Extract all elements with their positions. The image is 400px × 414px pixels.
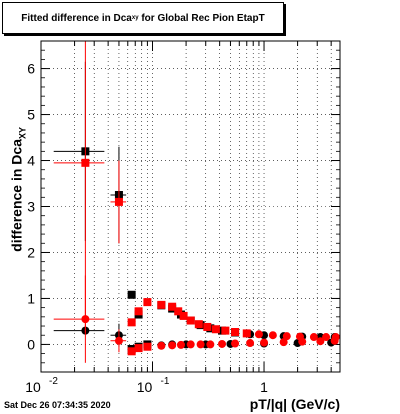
y-tick-label: 4 xyxy=(27,153,35,169)
data-point xyxy=(179,311,188,320)
x-tick-label: 1 xyxy=(260,379,268,395)
data-point xyxy=(134,307,143,316)
title-main: Fitted difference in Dca xyxy=(21,12,132,24)
data-point xyxy=(260,338,269,347)
data-point xyxy=(298,337,307,346)
title-rest: for Global Rec Pion EtapT xyxy=(138,12,265,24)
data-point xyxy=(254,330,263,339)
data-point xyxy=(330,336,339,345)
y-tick-label: 0 xyxy=(27,336,35,352)
y-axis-label-main: difference in Dca xyxy=(8,138,25,252)
data-point xyxy=(168,341,177,350)
data-point xyxy=(186,340,195,349)
data-point xyxy=(81,158,90,167)
data-point xyxy=(231,339,240,348)
data-point xyxy=(143,342,152,351)
y-axis-label-sub: XY xyxy=(17,126,28,139)
y-tick-label: 2 xyxy=(27,244,35,260)
x-tick-label: 10 xyxy=(137,379,153,395)
data-point xyxy=(218,339,227,348)
data-point xyxy=(134,344,143,353)
x-tick-label-exponent: -1 xyxy=(161,376,170,387)
y-tick-label: 3 xyxy=(27,199,35,215)
data-point xyxy=(157,300,166,309)
data-point xyxy=(203,322,212,331)
data-point xyxy=(211,325,220,334)
data-point xyxy=(127,318,136,327)
tick-labels: 0 1 2 3 4 5 6 10 -2 10 -1 1 xyxy=(25,61,268,395)
data-point xyxy=(81,315,90,324)
data-point xyxy=(157,341,166,350)
data-point xyxy=(186,316,195,325)
y-tick-label: 6 xyxy=(27,61,35,77)
data-point xyxy=(282,332,291,341)
y-tick-label: 1 xyxy=(27,290,35,306)
y-axis-label: difference in DcaXY xyxy=(9,109,28,269)
data-point xyxy=(316,337,325,346)
data-point xyxy=(174,307,183,316)
data-point xyxy=(114,336,123,345)
data-point xyxy=(322,333,331,342)
data-point xyxy=(206,340,215,349)
data-point xyxy=(143,298,152,307)
data-marks xyxy=(53,41,340,363)
data-point xyxy=(194,320,203,329)
data-point xyxy=(168,302,177,311)
data-point xyxy=(279,338,288,347)
timestamp: Sat Dec 26 07:34:35 2020 xyxy=(4,400,111,410)
data-point xyxy=(242,329,251,338)
y-tick-label: 5 xyxy=(27,107,35,123)
data-point xyxy=(268,331,277,340)
x-axis-label: pT/|q| (GeV/c) xyxy=(249,396,340,412)
data-point xyxy=(196,340,205,349)
x-tick-label: 10 xyxy=(25,379,41,395)
data-point xyxy=(114,197,123,206)
data-point xyxy=(127,347,136,356)
data-point xyxy=(127,290,136,299)
plot-frame xyxy=(40,40,341,373)
data-point xyxy=(221,326,230,335)
x-tick-label-exponent: -2 xyxy=(49,376,58,387)
data-point xyxy=(246,339,255,348)
chart-title: Fitted difference in Dca xy for Global Re… xyxy=(2,2,284,34)
data-point xyxy=(309,333,318,342)
title-sub: xy xyxy=(131,15,139,21)
data-point xyxy=(231,328,240,337)
data-point xyxy=(176,340,185,349)
